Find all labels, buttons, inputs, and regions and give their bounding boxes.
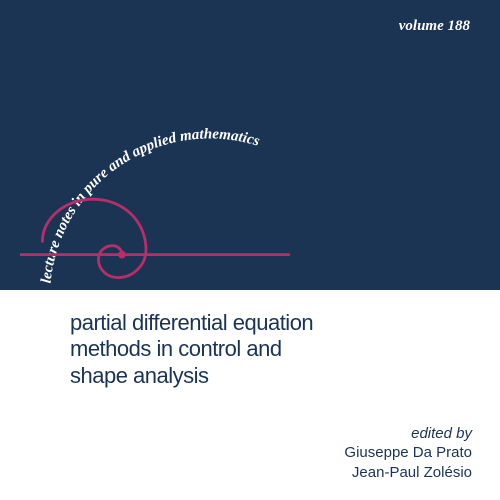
editors-block: edited by Giuseppe Da Prato Jean-Paul Zo…	[344, 424, 472, 483]
book-title: partial differential equation methods in…	[70, 310, 470, 389]
editor-name-2: Jean-Paul Zolésio	[344, 463, 472, 483]
title-line-2: methods in control and	[70, 336, 470, 362]
title-line-3: shape analysis	[70, 363, 470, 389]
editor-name-1: Giuseppe Da Prato	[344, 443, 472, 463]
edited-by-label: edited by	[344, 424, 472, 444]
title-line-1: partial differential equation	[70, 310, 470, 336]
volume-label: volume 188	[399, 18, 470, 35]
